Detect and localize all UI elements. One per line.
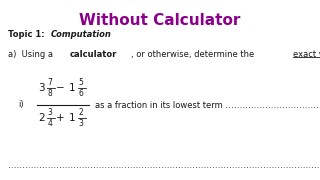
Text: 3: 3 [78, 119, 84, 128]
Text: as a fraction in its lowest term ……………………………………: as a fraction in its lowest term …………………… [95, 100, 320, 109]
Text: Topic 1:: Topic 1: [8, 30, 47, 39]
Text: 8: 8 [48, 89, 52, 98]
Text: 2: 2 [78, 108, 83, 117]
Text: calculator: calculator [69, 50, 117, 59]
Text: 2: 2 [38, 113, 44, 123]
Text: , or otherwise, determine the: , or otherwise, determine the [131, 50, 256, 59]
Text: 3: 3 [38, 83, 44, 93]
Text: a)  Using a: a) Using a [8, 50, 56, 59]
Text: 1: 1 [69, 83, 76, 93]
Text: ……………………………………………………………………………………………………………………………: …………………………………………………………………………………………………………… [8, 161, 320, 170]
Text: Without Calculator: Without Calculator [79, 13, 241, 28]
Text: 3: 3 [48, 108, 52, 117]
Text: Computation: Computation [51, 30, 112, 39]
Text: −: − [56, 83, 65, 93]
Text: i): i) [18, 100, 24, 109]
Text: exact value: exact value [293, 50, 320, 59]
Text: 1: 1 [69, 113, 76, 123]
Text: 5: 5 [79, 78, 84, 87]
Text: 4: 4 [48, 119, 52, 128]
Text: 7: 7 [48, 78, 52, 87]
Text: 6: 6 [79, 89, 84, 98]
Text: +: + [56, 113, 64, 123]
